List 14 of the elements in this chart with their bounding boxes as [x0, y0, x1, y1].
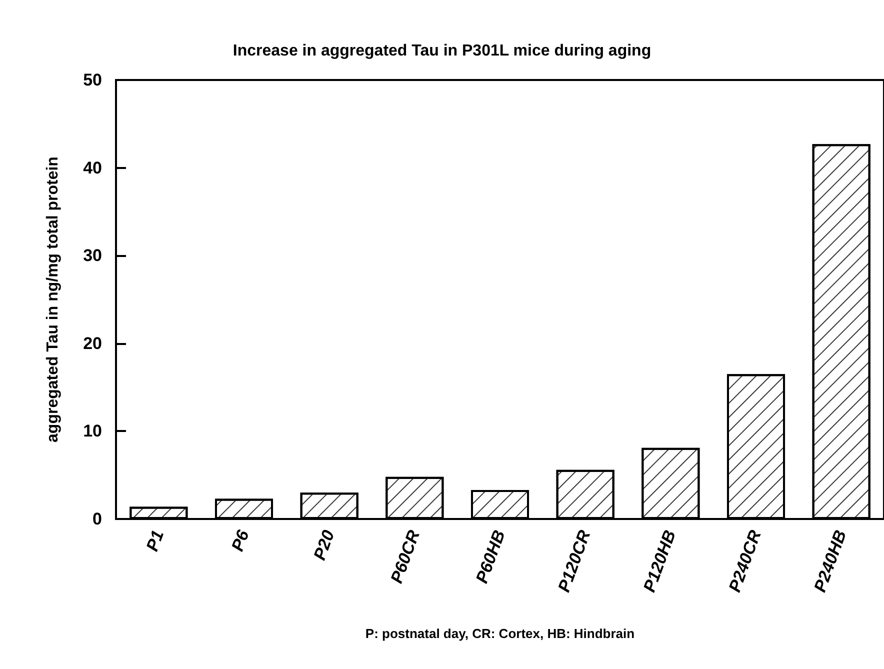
x-tick-label: P1 — [142, 528, 168, 554]
x-tick-label: P20 — [310, 527, 338, 563]
x-tick-label: P60CR — [387, 527, 424, 586]
y-tick-label: 40 — [83, 158, 102, 178]
x-tick-label: P6 — [228, 527, 254, 554]
y-tick-label: 10 — [83, 422, 102, 441]
chart-title: Increase in aggregated Tau in P301L mice during aging — [232, 42, 652, 60]
x-axis-title: P: postnatal day, CR: Cortex, HB: Hindbrain — [365, 626, 635, 641]
y-tick-label: 20 — [83, 334, 102, 353]
y-axis-title: aggregated Tau in ng/mg total protein — [44, 156, 62, 442]
y-tick-label: 30 — [83, 246, 102, 266]
y-tick-label: 0 — [92, 510, 102, 528]
x-tick-label: P60HB — [472, 528, 509, 586]
y-tick-label: 50 — [83, 70, 102, 90]
